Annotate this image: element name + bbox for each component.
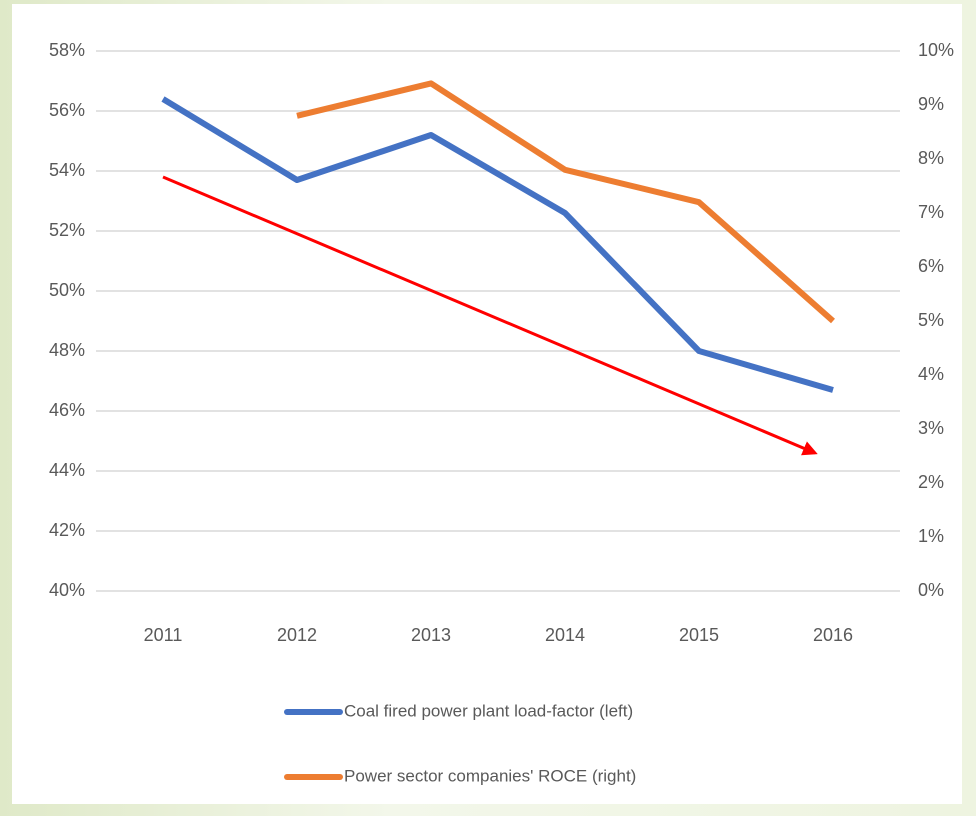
y2-tick-label: 0% [918,580,944,600]
x-tick-label: 2011 [144,625,183,645]
x-tick-label: 2012 [277,625,317,645]
y-tick-label: 56% [49,100,85,120]
y2-tick-label: 9% [918,94,944,114]
y2-tick-label: 2% [918,472,944,492]
legend-label: Power sector companies' ROCE (right) [344,766,636,785]
y-tick-label: 48% [49,340,85,360]
y2-tick-label: 8% [918,148,944,168]
y2-tick-label: 4% [918,364,944,384]
series-line [296,80,835,324]
y-tick-label: 40% [49,580,85,600]
legend-label: Coal fired power plant load-factor (left… [344,701,633,720]
y-tick-label: 46% [49,400,85,420]
trend-arrow [162,175,818,456]
x-tick-label: 2014 [545,625,585,645]
y2-tick-label: 6% [918,256,944,276]
y-tick-label: 50% [49,280,85,300]
x-tick-label: 2015 [679,625,719,645]
x-tick-label: 2013 [411,625,451,645]
y-tick-label: 44% [49,460,85,480]
y-tick-label: 54% [49,160,85,180]
y-tick-label: 52% [49,220,85,240]
series-line [161,96,834,393]
y2-tick-label: 10% [918,40,954,60]
chart-area [12,4,962,804]
y2-tick-label: 5% [918,310,944,330]
y-tick-label: 42% [49,520,85,540]
y-tick-label: 58% [49,40,85,60]
y2-tick-label: 1% [918,526,944,546]
x-tick-label: 2016 [813,625,853,645]
y2-tick-label: 3% [918,418,944,438]
y2-tick-label: 7% [918,202,944,222]
